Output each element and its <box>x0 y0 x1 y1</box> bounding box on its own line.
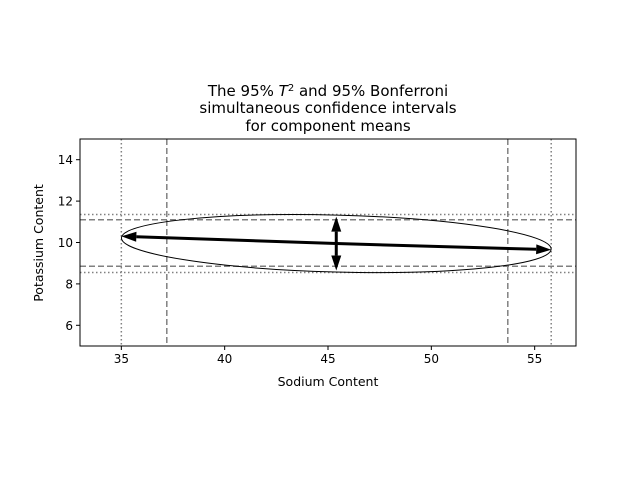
title-line-3: for component means <box>245 117 411 135</box>
title-t: T <box>279 82 290 100</box>
x-tick-label: 55 <box>527 352 542 366</box>
y-tick-label: 8 <box>65 277 73 291</box>
axis-arrow-head <box>331 216 342 232</box>
y-tick-label: 10 <box>58 236 73 250</box>
y-tick-label: 14 <box>58 153 73 167</box>
x-tick-label: 40 <box>217 352 232 366</box>
axis-arrow-shaft <box>336 242 537 251</box>
y-tick-label: 12 <box>58 195 73 209</box>
axis-arrow-head <box>331 255 342 271</box>
x-tick-label: 35 <box>114 352 129 366</box>
plot-area: 35 40 45 50 55 6 8 10 12 14 <box>58 138 577 366</box>
axis-arrow-shaft <box>136 235 337 246</box>
y-axis-label: Potassium Content <box>31 184 46 302</box>
title-sup: 2 <box>288 83 294 94</box>
chart-title: The 95% T2 and 95% Bonferroni simultaneo… <box>199 82 456 135</box>
title-line-2: simultaneous confidence intervals <box>199 99 456 117</box>
y-tick-label: 6 <box>65 319 73 333</box>
confidence-ellipse <box>120 214 552 274</box>
x-axis-label: Sodium Content <box>278 374 379 389</box>
axis-arrow-head <box>121 231 137 242</box>
axis-arrow-head <box>536 244 552 255</box>
x-tick-label: 45 <box>320 352 335 366</box>
title-suffix: and 95% Bonferroni <box>294 82 448 100</box>
plot-inner <box>80 139 576 346</box>
x-tick-label: 50 <box>424 352 439 366</box>
title-line-1: The 95% T2 and 95% Bonferroni <box>207 82 448 100</box>
title-prefix: The 95% <box>207 82 279 100</box>
